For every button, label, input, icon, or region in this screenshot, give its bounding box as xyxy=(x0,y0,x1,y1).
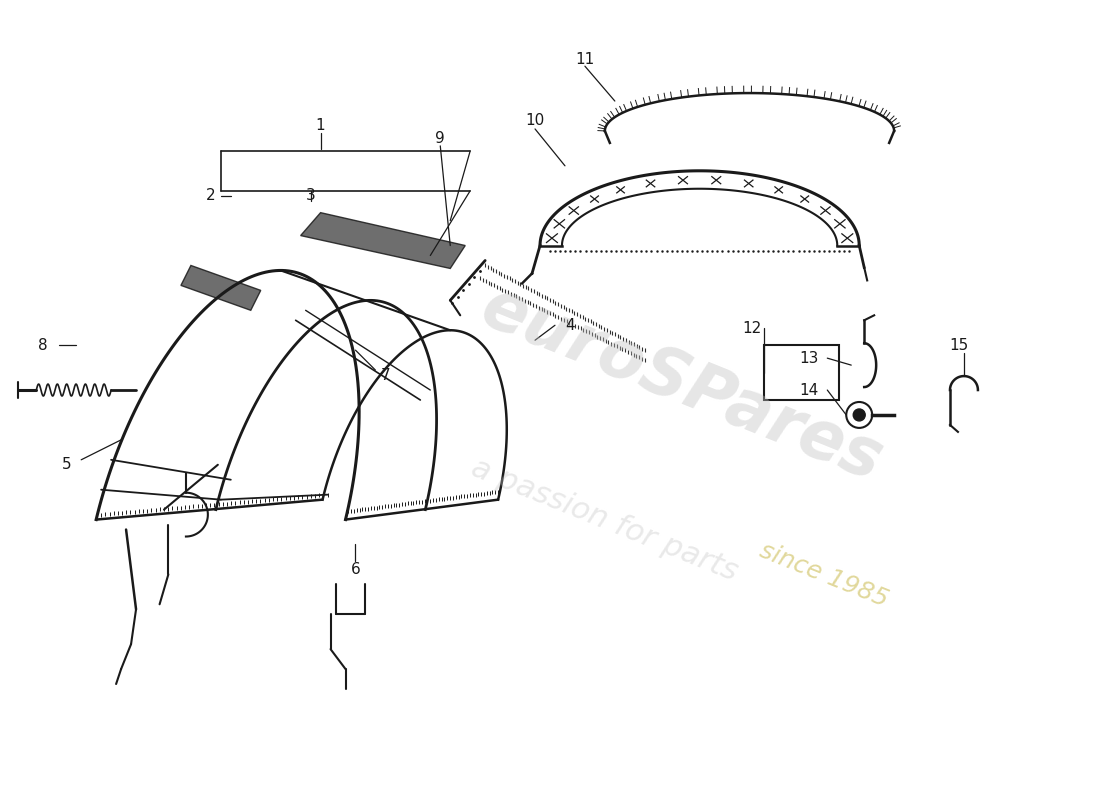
Text: 8: 8 xyxy=(39,338,48,353)
Text: a passion for parts: a passion for parts xyxy=(468,453,742,586)
Text: 2: 2 xyxy=(206,188,216,203)
Text: 9: 9 xyxy=(436,131,446,146)
Text: 10: 10 xyxy=(526,114,544,129)
Text: 11: 11 xyxy=(575,52,594,66)
Text: 1: 1 xyxy=(316,118,326,134)
Text: 13: 13 xyxy=(800,350,820,366)
Polygon shape xyxy=(300,213,465,269)
Text: 12: 12 xyxy=(741,321,761,336)
Text: 15: 15 xyxy=(949,338,969,353)
Text: euroSPares: euroSPares xyxy=(472,274,892,494)
Text: 5: 5 xyxy=(62,458,72,472)
Text: 7: 7 xyxy=(381,367,390,382)
Text: since 1985: since 1985 xyxy=(757,538,892,612)
Bar xyxy=(764,345,839,400)
Text: 3: 3 xyxy=(306,188,316,203)
Text: 6: 6 xyxy=(351,562,361,577)
Text: 14: 14 xyxy=(800,382,820,398)
Polygon shape xyxy=(180,266,261,310)
Text: 4: 4 xyxy=(565,318,575,333)
Circle shape xyxy=(854,409,866,421)
